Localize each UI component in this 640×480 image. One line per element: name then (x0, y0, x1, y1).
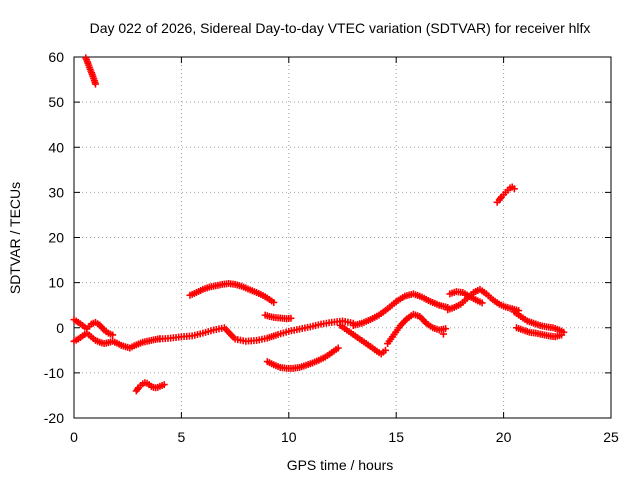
x-tick-label: 15 (388, 429, 404, 445)
y-tick-labels: -20 -10 0 10 20 30 40 50 60 (44, 49, 64, 426)
series-track-band-4to12h (156, 317, 357, 345)
y-tick-label: 0 (56, 320, 64, 336)
y-axis-label: SDTVAR / TECUs (7, 182, 23, 294)
series-track-15to17h-loop (384, 310, 450, 348)
axis-ticks (73, 56, 612, 419)
data-point (439, 330, 447, 338)
data-point (287, 314, 295, 322)
y-tick-label: 30 (48, 184, 64, 200)
data-point (558, 331, 566, 339)
y-tick-label: -20 (44, 410, 64, 426)
chart-title: Day 022 of 2026, Sidereal Day-to-day VTE… (90, 20, 591, 36)
data-point (91, 80, 99, 88)
series-track-13to15h-down (336, 321, 389, 358)
x-tick-label: 20 (496, 429, 512, 445)
y-tick-label: 40 (48, 139, 64, 155)
series-track-9to10h-short (261, 311, 295, 323)
series-track-17to20h-high (446, 288, 486, 307)
y-tick-label: 50 (48, 94, 64, 110)
data-point (442, 325, 450, 333)
data-point (334, 344, 342, 352)
x-tick-label: 25 (603, 429, 619, 445)
series-track-day-hump (186, 280, 278, 306)
y-tick-label: 20 (48, 230, 64, 246)
data-point (160, 381, 168, 389)
data-point (510, 185, 518, 193)
data-point (478, 299, 486, 307)
series-track-night-0to4h (70, 329, 164, 352)
grid-lines (74, 57, 611, 418)
y-tick-label: 60 (48, 49, 64, 65)
data-marks (70, 54, 568, 395)
x-tick-label: 10 (281, 429, 297, 445)
y-tick-label: 10 (48, 275, 64, 291)
series-track-isolated-17h (439, 330, 447, 338)
series-track-dip-10h (263, 344, 342, 372)
series-track-night-upper (70, 316, 117, 339)
series-track-low-3h (132, 379, 168, 395)
series-track-early-high (82, 54, 99, 88)
series-track-17to20h (444, 285, 523, 315)
x-tick-label: 5 (178, 429, 186, 445)
series-track-late-tail (510, 308, 568, 336)
x-axis-label: GPS time / hours (287, 457, 394, 473)
series-track-late-tail-lower (512, 324, 566, 341)
series-track-late-high (493, 183, 518, 206)
data-point (270, 298, 278, 306)
data-point (109, 331, 117, 339)
data-point (381, 346, 389, 354)
y-tick-label: -10 (44, 365, 64, 381)
x-tick-label: 0 (70, 429, 78, 445)
x-tick-labels: 0 5 10 15 20 25 (70, 429, 619, 445)
